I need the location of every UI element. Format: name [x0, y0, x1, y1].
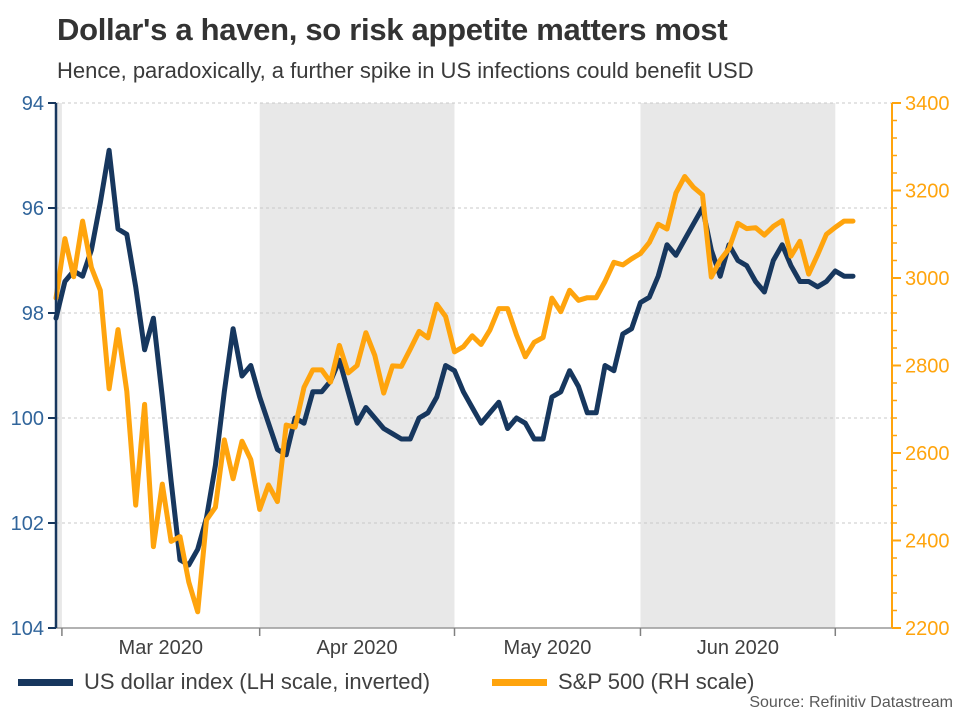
chart-subtitle: Hence, paradoxically, a further spike in… — [57, 58, 754, 83]
legend-item-sp500: S&P 500 (RH scale) — [492, 668, 754, 696]
right-axis-tick-label: 3400 — [905, 93, 950, 115]
x-axis-month-label: Mar 2020 — [119, 637, 204, 659]
month-shading-band — [56, 103, 62, 628]
legend-swatch-sp500 — [492, 678, 547, 686]
x-axis-month-label: May 2020 — [504, 637, 592, 659]
left-axis-tick-label: 102 — [11, 513, 44, 535]
right-axis-tick-label: 2200 — [905, 618, 950, 640]
legend-swatch-usd — [18, 678, 73, 686]
left-axis-tick-label: 104 — [11, 618, 44, 640]
usd-index-line — [53, 147, 856, 568]
left-axis-tick-label: 96 — [22, 198, 44, 220]
source-note: Source: Refinitiv Datastream — [749, 694, 953, 711]
right-axis-tick-label: 2400 — [905, 531, 950, 553]
month-shading-band — [640, 103, 836, 628]
chart-title: Dollar's a haven, so risk appetite matte… — [57, 12, 728, 47]
legend-item-usd: US dollar index (LH scale, inverted) — [18, 668, 430, 696]
x-axis-month-label: Apr 2020 — [317, 637, 398, 659]
left-axis-tick-label: 98 — [22, 303, 44, 325]
sp500-line — [53, 174, 856, 615]
legend-label-sp500: S&P 500 (RH scale) — [558, 669, 755, 694]
x-axis-month-label: Jun 2020 — [697, 637, 779, 659]
right-axis-tick-label: 3200 — [905, 181, 950, 203]
right-axis-tick-label: 3000 — [905, 268, 950, 290]
left-axis-tick-label: 94 — [22, 93, 44, 115]
legend-label-usd: US dollar index (LH scale, inverted) — [84, 669, 431, 694]
right-axis-tick-label: 2600 — [905, 443, 950, 465]
left-axis-tick-label: 100 — [11, 408, 44, 430]
right-axis-tick-label: 2800 — [905, 356, 950, 378]
